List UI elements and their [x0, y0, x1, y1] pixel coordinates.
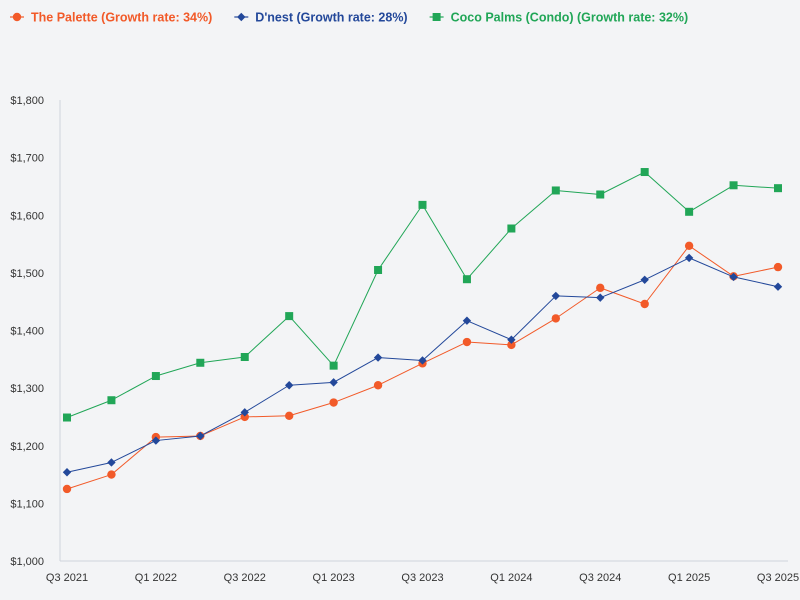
data-point — [774, 184, 782, 193]
legend-label: Coco Palms (Condo) (Growth rate: 32%) — [451, 11, 689, 25]
y-tick-label: $1,600 — [10, 210, 44, 222]
data-point — [107, 470, 116, 479]
data-point — [373, 353, 383, 362]
data-point — [418, 356, 427, 365]
series-d-nest-growth-rate-28 — [62, 253, 783, 477]
data-point — [685, 207, 694, 216]
data-point — [373, 381, 383, 390]
data-point — [462, 337, 472, 347]
data-point — [729, 272, 738, 282]
data-point — [107, 396, 116, 405]
y-tick-label: $1,800 — [10, 95, 44, 107]
x-tick-label: Q1 2025 — [668, 572, 710, 584]
series-coco-palms-condo-growth-rate-32 — [63, 168, 782, 422]
legend-marker-diamond — [237, 12, 246, 22]
data-point — [640, 275, 649, 284]
data-point — [151, 372, 160, 381]
y-tick-label: $1,000 — [10, 556, 44, 568]
y-tick-label: $1,500 — [10, 268, 44, 280]
data-point — [596, 190, 605, 199]
legend-item-coco-palms-condo-growth-rate-32[interactable]: Coco Palms (Condo) (Growth rate: 32%) — [429, 11, 689, 25]
data-point — [240, 412, 249, 422]
data-point — [729, 181, 738, 190]
x-tick-label: Q1 2024 — [490, 572, 532, 584]
data-point — [640, 299, 649, 309]
data-point — [329, 378, 338, 387]
data-point — [462, 316, 472, 325]
x-tick-label: Q3 2022 — [224, 572, 266, 584]
y-tick-label: $1,400 — [10, 326, 44, 338]
data-point — [462, 275, 471, 284]
data-point — [773, 282, 783, 291]
data-point — [551, 314, 561, 323]
data-point — [284, 411, 294, 420]
data-point — [196, 358, 205, 367]
data-point — [329, 361, 338, 370]
data-point — [374, 265, 383, 274]
data-point — [62, 468, 72, 477]
y-tick-label: $1,700 — [10, 153, 44, 165]
data-point — [62, 484, 72, 494]
legend: The Palette (Growth rate: 34%) D'nest (Gr… — [10, 11, 688, 25]
y-tick-label: $1,100 — [10, 498, 44, 510]
data-point — [507, 335, 516, 344]
legend-marker-circle — [12, 12, 22, 22]
data-point — [507, 224, 516, 233]
data-point — [285, 312, 294, 321]
data-point — [596, 283, 605, 293]
legend-item-d-nest-growth-rate-28[interactable]: D'nest (Growth rate: 28%) — [234, 11, 408, 25]
data-point — [329, 398, 338, 407]
legend-label: The Palette (Growth rate: 34%) — [31, 11, 212, 25]
legend-marker-square — [432, 13, 441, 21]
x-tick-label: Q3 2023 — [401, 572, 443, 584]
y-tick-label: $1,200 — [10, 441, 44, 453]
x-tick-label: Q3 2024 — [579, 572, 621, 584]
axes: $1,000 $1,100 $1,200 $1,300 $1,400 $1,500 $1,6… — [10, 95, 799, 584]
series-group — [62, 168, 783, 494]
series-the-palette-growth-rate-34 — [62, 241, 783, 494]
data-point — [151, 436, 161, 445]
legend-item-the-palette-growth-rate-34[interactable]: The Palette (Growth rate: 34%) — [10, 11, 212, 25]
data-point — [507, 340, 516, 350]
data-point — [284, 381, 294, 390]
data-point — [596, 293, 605, 302]
data-point — [63, 413, 71, 422]
data-point — [240, 408, 249, 417]
data-point — [684, 241, 694, 250]
data-point — [640, 168, 649, 177]
x-tick-label: Q3 2021 — [46, 572, 88, 584]
data-point — [240, 353, 249, 362]
x-tick-label: Q1 2023 — [313, 572, 355, 584]
data-point — [773, 262, 783, 272]
data-point — [418, 200, 427, 209]
data-point — [684, 253, 694, 263]
legend-label: D'nest (Growth rate: 28%) — [255, 11, 407, 25]
y-tick-label: $1,300 — [10, 383, 44, 395]
data-point — [551, 186, 560, 195]
data-point — [196, 431, 205, 441]
data-point — [551, 291, 561, 301]
data-point — [107, 458, 116, 467]
x-tick-label: Q3 2025 — [757, 572, 799, 584]
x-tick-label: Q1 2022 — [135, 572, 177, 584]
